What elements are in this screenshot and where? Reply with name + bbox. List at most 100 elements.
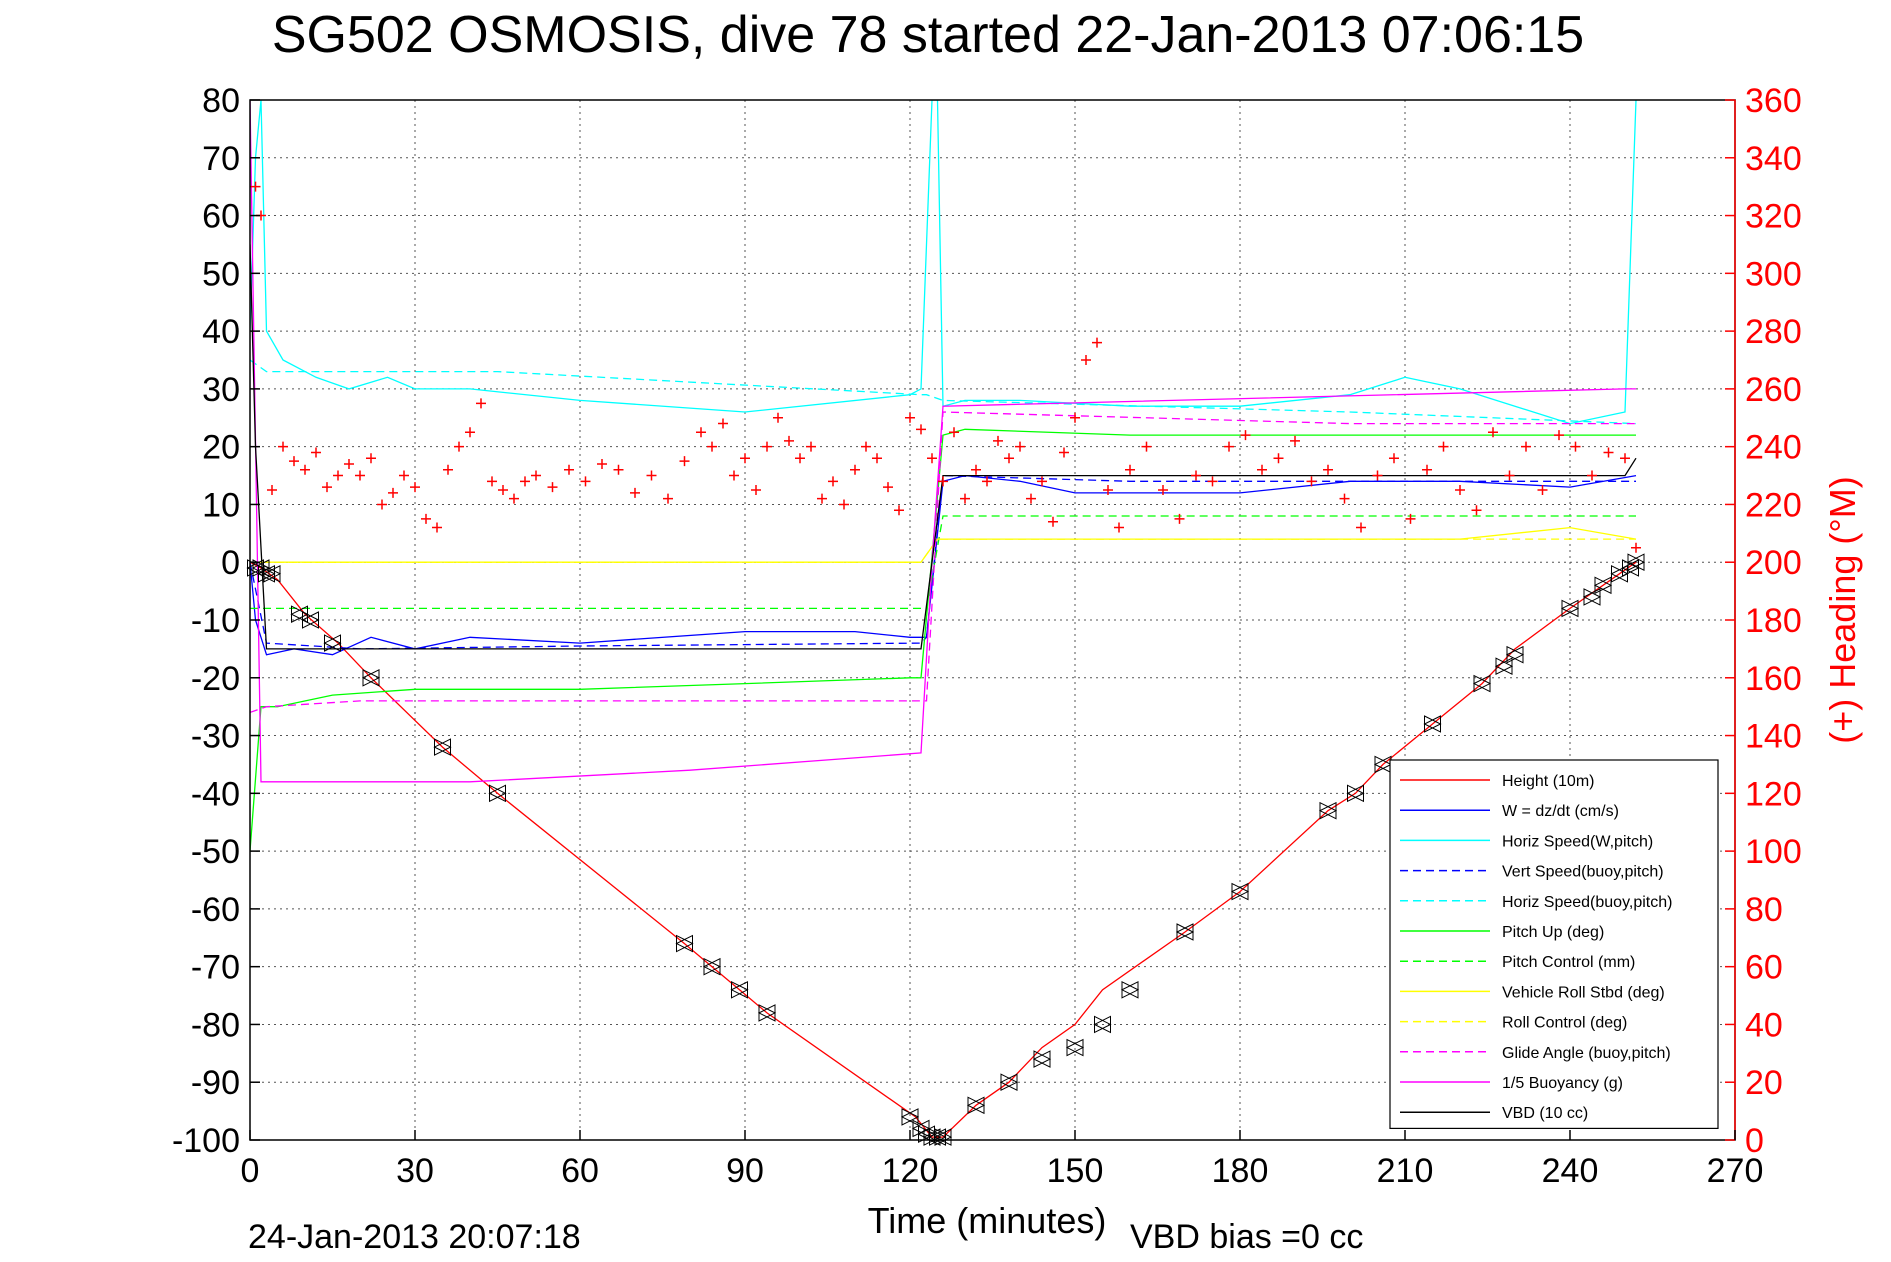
tick-label-right: 20 xyxy=(1745,1064,1783,1102)
legend: Height (10m) W = dz/dt (cm/s) Horiz Speed(… xyxy=(1389,759,1719,1129)
heading-marker xyxy=(410,482,420,493)
heading-marker xyxy=(1570,441,1581,452)
series-line xyxy=(250,244,1637,650)
heading-marker xyxy=(795,453,805,464)
dive-marker-left xyxy=(257,564,275,583)
heading-marker xyxy=(1372,470,1383,481)
heading-marker xyxy=(613,464,624,475)
tick-label-left: 70 xyxy=(202,140,240,178)
heading-marker xyxy=(1422,464,1432,475)
legend-box xyxy=(1389,759,1719,1129)
heading-marker xyxy=(729,470,739,481)
dive-marker-left xyxy=(1175,923,1194,941)
heading-marker xyxy=(1521,441,1531,452)
tick-label-right: 220 xyxy=(1745,486,1802,524)
tick-label-left: -40 xyxy=(191,775,240,813)
tick-label-right: 100 xyxy=(1745,833,1802,871)
tick-label-left: -30 xyxy=(191,718,240,756)
heading-marker xyxy=(278,441,288,452)
heading-marker xyxy=(498,485,508,495)
heading-marker xyxy=(1554,430,1564,441)
heading-marker xyxy=(1125,464,1135,475)
series-line xyxy=(250,428,1636,852)
heading-marker xyxy=(740,453,750,464)
heading-marker xyxy=(1290,435,1300,446)
heading-marker xyxy=(679,456,690,467)
tick-label-right: 140 xyxy=(1745,718,1802,756)
series-layer xyxy=(250,100,1637,1138)
dive-marker-left xyxy=(1230,882,1249,901)
tick-label-left: -60 xyxy=(191,891,240,929)
heading-marker xyxy=(1240,430,1251,441)
dive-marker-left xyxy=(702,957,721,976)
heading-marker xyxy=(454,441,464,452)
tick-label-left: 60 xyxy=(202,198,240,236)
heading-marker xyxy=(333,470,343,481)
heading-marker xyxy=(355,470,365,481)
heading-marker xyxy=(1191,470,1201,481)
tick-label-bottom: 60 xyxy=(561,1152,599,1190)
dive-marker-left xyxy=(1032,1050,1051,1068)
heading-marker xyxy=(1455,485,1465,495)
dive-marker-left xyxy=(1423,715,1441,733)
heading-marker xyxy=(322,482,332,493)
heading-marker xyxy=(938,476,948,487)
legend-label: Glide Angle (buoy,pitch) xyxy=(1502,1045,1671,1062)
heading-marker xyxy=(421,513,431,524)
heading-marker xyxy=(1081,355,1091,365)
heading-marker xyxy=(1603,447,1614,458)
heading-marker xyxy=(1141,441,1152,452)
dive-marker-left xyxy=(1494,657,1513,676)
dive-marker-left xyxy=(999,1073,1018,1092)
heading-marker xyxy=(1224,441,1234,452)
legend-label: Vert Speed(buoy,pitch) xyxy=(1502,864,1664,881)
heading-marker xyxy=(1015,441,1025,452)
series-line xyxy=(250,100,1637,425)
heading-marker xyxy=(916,424,926,435)
dive-marker-left xyxy=(1346,784,1364,803)
tick-label-right: 0 xyxy=(1745,1122,1764,1160)
heading-marker xyxy=(377,499,387,510)
footer-date: 24-Jan-2013 20:07:18 xyxy=(248,1218,581,1256)
heading-marker xyxy=(872,453,882,464)
heading-marker xyxy=(476,398,486,409)
heading-marker xyxy=(905,412,915,423)
tick-label-right: 180 xyxy=(1745,602,1802,640)
heading-marker xyxy=(971,464,981,475)
tick-label-right: 260 xyxy=(1745,371,1802,409)
dive-marker-left xyxy=(730,980,748,999)
heading-marker xyxy=(1174,513,1185,524)
heading-marker xyxy=(1323,464,1333,475)
heading-marker xyxy=(1339,493,1350,504)
heading-marker xyxy=(388,487,398,498)
heading-marker xyxy=(1207,476,1218,487)
heading-marker xyxy=(250,181,261,192)
heading-marker xyxy=(1631,542,1641,553)
legend-label: Horiz Speed(W,pitch) xyxy=(1502,833,1653,850)
heading-marker xyxy=(1048,516,1058,527)
series-line xyxy=(250,526,1637,563)
heading-marker xyxy=(520,476,530,487)
heading-marker xyxy=(1273,453,1284,464)
legend-label: Height (10m) xyxy=(1502,773,1594,790)
tick-label-right: 60 xyxy=(1745,949,1783,987)
series-line xyxy=(250,100,1636,783)
footer-vbd-bias: VBD bias =0 cc xyxy=(1130,1218,1363,1256)
heading-marker xyxy=(663,493,673,504)
heading-marker xyxy=(1257,464,1267,475)
heading-marker xyxy=(432,522,442,533)
heading-marker xyxy=(1587,470,1597,481)
legend-label: Roll Control (deg) xyxy=(1502,1015,1627,1032)
heading-markers xyxy=(250,181,1641,553)
heading-marker xyxy=(1488,427,1498,438)
legend-label: 1/5 Buoyancy (g) xyxy=(1502,1075,1623,1092)
dive-marker-right xyxy=(1121,980,1140,999)
right-axis-label: (+) Heading (°M) xyxy=(1822,476,1863,743)
series-line xyxy=(250,538,1636,563)
series-line xyxy=(250,561,1637,1138)
tick-label-left: -100 xyxy=(172,1122,240,1160)
tick-label-left: -10 xyxy=(191,602,240,640)
x-axis-label: Time (minutes) xyxy=(868,1200,1107,1241)
legend-label: Horiz Speed(buoy,pitch) xyxy=(1502,894,1672,911)
heading-marker xyxy=(1026,493,1036,504)
